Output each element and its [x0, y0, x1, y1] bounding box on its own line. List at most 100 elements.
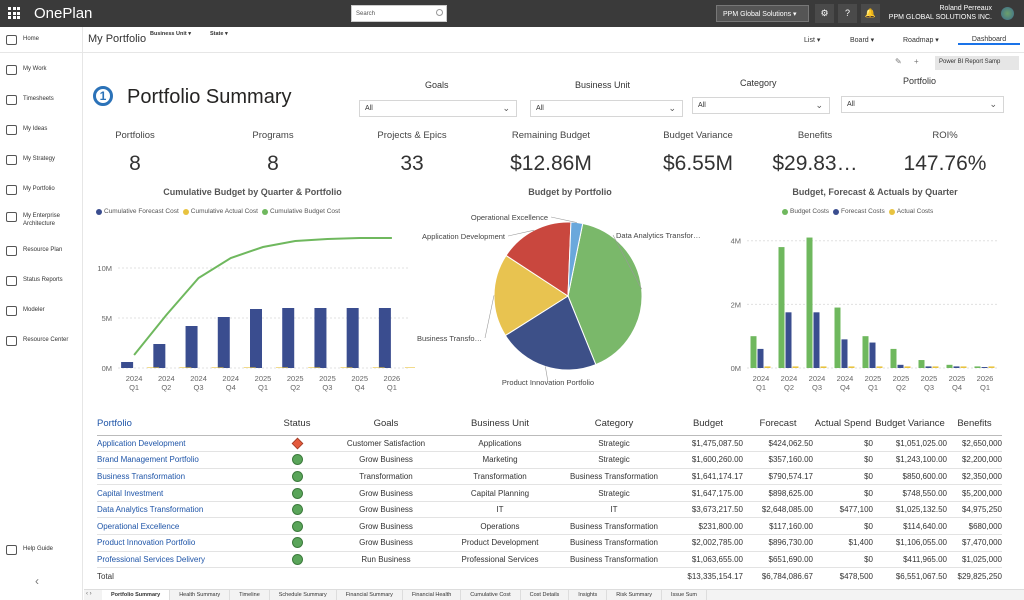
bar-cumulative-forecast-cost[interactable]	[185, 326, 198, 368]
bar-budget-costs[interactable]	[862, 336, 869, 368]
column-header-business-unit[interactable]: Business Unit	[445, 413, 555, 436]
bar-cumulative-actual-cost[interactable]	[243, 367, 256, 368]
bar-budget-costs[interactable]	[890, 348, 897, 368]
bar-cumulative-actual-cost[interactable]	[308, 367, 321, 368]
bar-forecast-costs[interactable]	[869, 342, 876, 368]
bar-cumulative-forecast-cost[interactable]	[250, 309, 262, 368]
page-nav-arrows-icon[interactable]: ‹ ›	[86, 591, 92, 597]
view-list[interactable]: List ▾	[804, 37, 821, 44]
bar-actual-costs[interactable]	[792, 366, 799, 368]
table-row[interactable]: Capital Investment Grow Business Capital P…	[97, 484, 1002, 502]
bar-budget-costs[interactable]	[946, 364, 953, 368]
business-unit-filter[interactable]: Business Unit ▾	[150, 31, 191, 37]
sidebar-item-resource-plan[interactable]: Resource Plan	[6, 246, 62, 256]
bar-actual-costs[interactable]	[876, 366, 883, 368]
report-tab[interactable]: Portfolio Summary	[102, 590, 171, 600]
sidebar-item-timesheets[interactable]: Timesheets	[6, 95, 54, 105]
bar-actual-costs[interactable]	[988, 366, 995, 368]
sidebar-item-modeler[interactable]: Modeler	[6, 306, 45, 316]
portfolio-link[interactable]: Business Transformation	[97, 468, 267, 486]
pie-slice[interactable]	[567, 221, 584, 297]
table-row[interactable]: Operational Excellence Grow Business Opera…	[97, 517, 1002, 536]
report-tab[interactable]: Financial Health	[403, 590, 462, 600]
bar-budget-costs[interactable]	[750, 336, 757, 368]
bar-budget-costs[interactable]	[834, 307, 841, 368]
report-tab[interactable]: Health Summary	[170, 590, 231, 600]
column-header-budget[interactable]: Budget	[673, 413, 743, 436]
sidebar-item-home[interactable]: Home	[6, 35, 39, 45]
table-row[interactable]: Business Transformation Transformation Tra…	[97, 468, 1002, 486]
column-header-portfolio[interactable]: Portfolio	[97, 413, 267, 436]
bar-cumulative-forecast-cost[interactable]	[314, 308, 327, 368]
line-cumulative-budget-cost[interactable]	[133, 237, 392, 356]
portfolio-link[interactable]: Professional Services Delivery	[97, 551, 267, 569]
bar-cumulative-forecast-cost[interactable]	[153, 344, 166, 368]
bar-cumulative-actual-cost[interactable]	[147, 367, 160, 368]
bar-budget-costs[interactable]	[806, 237, 813, 368]
bar-cumulative-forecast-cost[interactable]	[282, 308, 295, 368]
settings-gear-icon[interactable]: ⚙	[815, 4, 834, 23]
bar-forecast-costs[interactable]	[813, 312, 820, 368]
report-tab[interactable]: Issue Sum	[662, 590, 708, 600]
view-dashboard[interactable]: Dashboard	[958, 36, 1020, 45]
report-tab[interactable]: Cost Details	[521, 590, 570, 600]
edit-pencil-icon[interactable]: ✎	[895, 57, 902, 66]
column-header-benefits[interactable]: Benefits	[947, 413, 1002, 436]
state-filter[interactable]: State ▾	[210, 31, 228, 37]
report-tab[interactable]: Schedule Summary	[270, 590, 337, 600]
report-tab[interactable]: Risk Summary	[607, 590, 663, 600]
table-row[interactable]: Application Development Customer Satisfac…	[97, 435, 1002, 453]
column-header-budget-variance[interactable]: Budget Variance	[873, 413, 947, 436]
help-icon[interactable]: ?	[838, 4, 857, 23]
bar-cumulative-forecast-cost[interactable]	[121, 362, 134, 368]
org-selector[interactable]: PPM Global Solutions ▾	[716, 5, 809, 22]
bar-cumulative-actual-cost[interactable]	[404, 367, 415, 368]
report-tab[interactable]: Cumulative Cost	[461, 590, 521, 600]
bar-forecast-costs[interactable]	[841, 339, 848, 368]
bar-budget-costs[interactable]	[974, 366, 981, 368]
bar-cumulative-forecast-cost[interactable]	[217, 317, 230, 368]
bar-actual-costs[interactable]	[848, 366, 855, 368]
notification-bell-icon[interactable]: 🔔	[861, 4, 880, 23]
column-header-actual-spend[interactable]: Actual Spend	[813, 413, 873, 436]
report-tab[interactable]: Timeline	[230, 590, 270, 600]
bar-forecast-costs[interactable]	[757, 348, 764, 368]
portfolio-link[interactable]: Data Analytics Transformation	[97, 501, 267, 519]
table-row[interactable]: Data Analytics Transformation Grow Busine…	[97, 501, 1002, 519]
report-tab[interactable]: Financial Summary	[337, 590, 403, 600]
report-tab[interactable]: Insights	[569, 590, 608, 600]
view-board[interactable]: Board ▾	[850, 37, 875, 44]
column-header-status[interactable]: Status	[267, 413, 327, 436]
powerbi-report-button[interactable]: Power BI Report Samp	[935, 56, 1019, 70]
column-header-goals[interactable]: Goals	[327, 413, 445, 436]
bar-forecast-costs[interactable]	[897, 364, 904, 368]
add-plus-icon[interactable]: +	[914, 57, 919, 66]
bar-budget-costs[interactable]	[778, 247, 785, 368]
bar-cumulative-actual-cost[interactable]	[276, 367, 288, 368]
pie-slice[interactable]	[505, 221, 572, 297]
bar-cumulative-forecast-cost[interactable]	[346, 308, 359, 368]
slicer-business-unit[interactable]: All ⌄	[530, 100, 683, 117]
slicer-category[interactable]: All ⌄	[692, 97, 830, 114]
bar-actual-costs[interactable]	[904, 366, 911, 368]
sidebar-item-my-ideas[interactable]: My Ideas	[6, 125, 47, 135]
sidebar-item-my-enterprise-architecture[interactable]: My Enterprise Architecture	[6, 212, 75, 228]
app-launcher-icon[interactable]	[8, 7, 20, 19]
portfolio-link[interactable]: Operational Excellence	[97, 517, 267, 536]
column-header-forecast[interactable]: Forecast	[743, 413, 813, 436]
slicer-portfolio[interactable]: All ⌄	[841, 96, 1004, 113]
slicer-goals[interactable]: All ⌄	[359, 100, 517, 117]
bar-cumulative-forecast-cost[interactable]	[378, 308, 391, 368]
bar-actual-costs[interactable]	[960, 366, 967, 368]
sidebar-item-status-reports[interactable]: Status Reports	[6, 276, 63, 286]
collapse-sidebar-icon[interactable]: ‹	[35, 574, 39, 588]
column-header-category[interactable]: Category	[555, 413, 673, 436]
bar-cumulative-actual-cost[interactable]	[340, 367, 353, 368]
bar-cumulative-actual-cost[interactable]	[211, 367, 224, 368]
sidebar-item-resource-center[interactable]: Resource Center	[6, 336, 68, 346]
portfolio-link[interactable]: Brand Management Portfolio	[97, 451, 267, 469]
bar-forecast-costs[interactable]	[925, 366, 932, 368]
sidebar-item-my-work[interactable]: My Work	[6, 65, 47, 75]
bar-actual-costs[interactable]	[764, 366, 771, 368]
bar-actual-costs[interactable]	[932, 366, 939, 368]
